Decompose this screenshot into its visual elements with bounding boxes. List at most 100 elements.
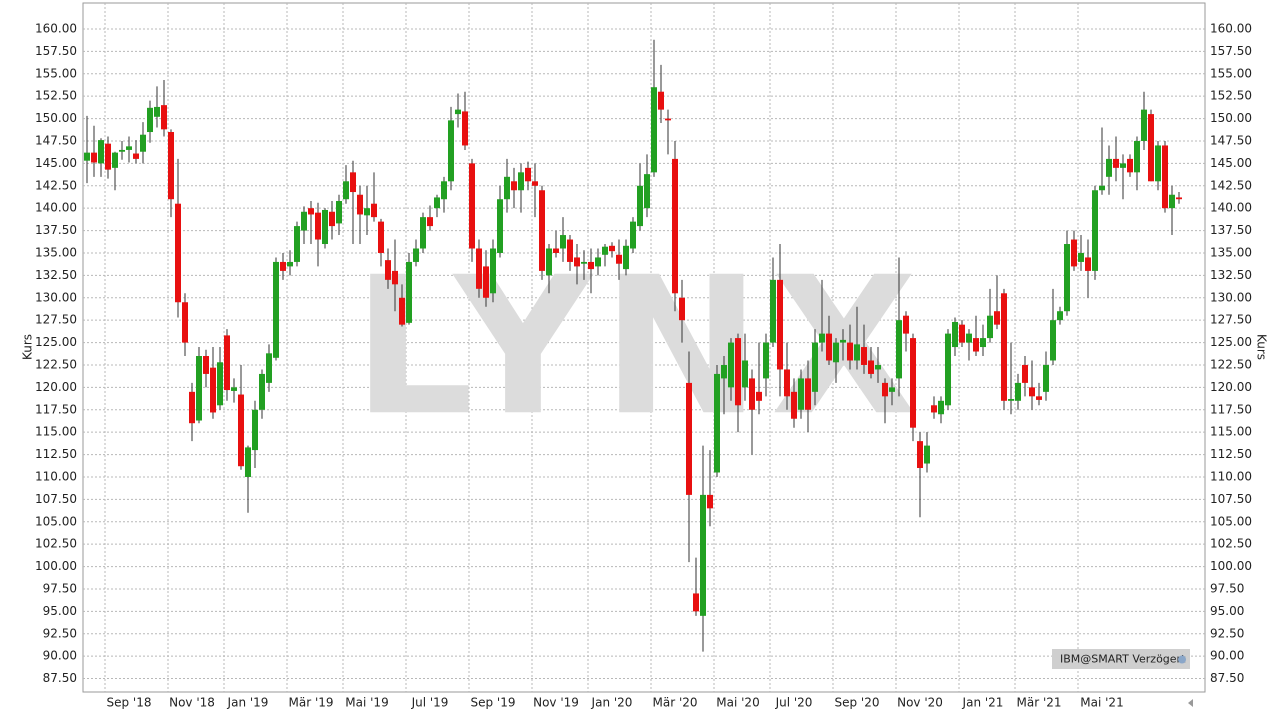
x-tick-label: Sep '19 (471, 696, 516, 710)
candle-body (567, 239, 573, 262)
y2-tick-label: 92.50 (1210, 626, 1244, 640)
candle-body (168, 132, 174, 200)
candle-body (574, 257, 580, 267)
scroll-arrow[interactable] (1188, 699, 1193, 707)
candle-body (525, 167, 531, 182)
candle-body (252, 409, 258, 451)
candle-body (532, 181, 538, 186)
candle-body (1050, 320, 1056, 361)
candle-body (665, 118, 671, 121)
candle-body (112, 152, 118, 168)
x-tick-label: Mai '21 (1080, 696, 1123, 710)
y2-tick-label: 100.00 (1210, 559, 1252, 573)
y2-tick-label: 152.50 (1210, 89, 1252, 103)
candle-body (245, 447, 251, 477)
y-tick-label: 122.50 (35, 357, 77, 371)
candle-body (154, 106, 160, 117)
y2-tick-label: 157.50 (1210, 44, 1252, 58)
candle-body (798, 378, 804, 410)
candle-body (476, 248, 482, 289)
candle-body (896, 320, 902, 379)
candle-body (595, 257, 601, 267)
y-tick-label: 135.00 (35, 245, 77, 259)
candle-body (1064, 244, 1070, 312)
candle-body (224, 335, 230, 391)
x-tick-label: Mai '19 (345, 696, 388, 710)
candle-body (406, 261, 412, 323)
candle-body (84, 152, 90, 161)
candle-body (1029, 387, 1035, 397)
candle-body (987, 315, 993, 339)
candle-body (840, 339, 846, 343)
y2-tick-label: 112.50 (1210, 447, 1252, 461)
y2-tick-label: 125.00 (1210, 335, 1252, 349)
y2-tick-label: 135.00 (1210, 245, 1252, 259)
candle-body (1141, 109, 1147, 141)
y2-tick-label: 145.00 (1210, 156, 1252, 170)
y-tick-label: 132.50 (35, 268, 77, 282)
y-tick-label: 147.50 (35, 133, 77, 147)
candle-body (133, 153, 139, 159)
y-tick-label: 92.50 (43, 626, 77, 640)
candle-body (308, 208, 314, 215)
candle-body (658, 91, 664, 110)
candle-body (203, 356, 209, 374)
candle-body (973, 338, 979, 352)
candle-body (770, 279, 776, 343)
candle-body (343, 181, 349, 200)
candle-body (833, 342, 839, 363)
y-tick-label: 152.50 (35, 89, 77, 103)
candle-body (490, 248, 496, 294)
candle-body (588, 261, 594, 270)
candle-body (126, 146, 132, 150)
y2-tick-label: 107.50 (1210, 492, 1252, 506)
candle-body (868, 360, 874, 374)
x-tick-label: Nov '18 (169, 696, 215, 710)
candle-body (1092, 190, 1098, 271)
y-tick-label: 145.00 (35, 156, 77, 170)
candle-body (994, 311, 1000, 325)
candle-body (378, 221, 384, 253)
candle-body (357, 194, 363, 215)
candle-body (707, 494, 713, 509)
y-tick-label: 140.00 (35, 201, 77, 215)
x-tick-label: Jul '20 (775, 696, 813, 710)
candle-body (672, 158, 678, 294)
candle-body (966, 333, 972, 343)
y-tick-label: 95.00 (43, 604, 77, 618)
candle-body (854, 344, 860, 361)
candle-body (1113, 158, 1119, 168)
candle-body (287, 261, 293, 267)
candle-body (805, 378, 811, 410)
x-tick-label: Mai '20 (716, 696, 759, 710)
candle-body (735, 338, 741, 406)
candle-body (560, 235, 566, 249)
candle-body (847, 342, 853, 361)
candle-body (217, 362, 223, 406)
candle-body (238, 394, 244, 467)
y-tick-label: 155.00 (35, 66, 77, 80)
y2-tick-label: 97.50 (1210, 581, 1244, 595)
candle-body (119, 149, 125, 152)
candle-body (392, 270, 398, 285)
candle-body (1043, 364, 1049, 392)
candle-body (945, 333, 951, 406)
candle-body (175, 203, 181, 303)
y-tick-label: 117.50 (35, 402, 77, 416)
candle-body (504, 176, 510, 200)
candle-body (441, 181, 447, 200)
y2-tick-label: 105.00 (1210, 514, 1252, 528)
y2-axis-label: Kurs (1255, 334, 1269, 360)
y2-tick-label: 117.50 (1210, 402, 1252, 416)
candle-body (1036, 396, 1042, 400)
y2-tick-label: 150.00 (1210, 111, 1252, 125)
y-tick-label: 100.00 (35, 559, 77, 573)
candle-body (1134, 140, 1140, 173)
candle-body (861, 347, 867, 365)
candle-body (189, 391, 195, 424)
candle-body (791, 391, 797, 419)
x-tick-label: Jan '20 (591, 696, 633, 710)
candle-body (434, 197, 440, 209)
candle-body (497, 199, 503, 253)
candle-body (462, 111, 468, 146)
